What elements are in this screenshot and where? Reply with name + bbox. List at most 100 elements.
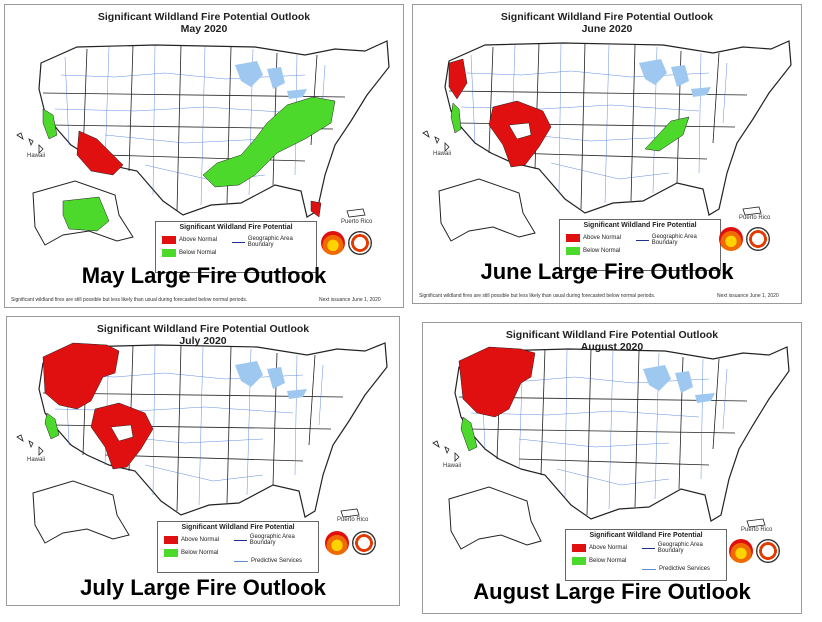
legend-above: Above Normal — [589, 545, 628, 551]
predictive-services-logo — [719, 227, 743, 251]
footnote: Significant wildland fires are still pos… — [419, 293, 656, 299]
psa-line-icon — [234, 560, 248, 562]
us-map-august — [432, 346, 790, 550]
legend-above: Above Normal — [583, 235, 622, 241]
us-map-may — [16, 40, 390, 246]
base-map — [16, 40, 390, 246]
legend-title: Significant Wildland Fire Potential — [179, 224, 293, 231]
great-lakes — [643, 365, 715, 403]
panel-subtitle: August 2020 — [580, 341, 644, 353]
below-normal-swatch — [162, 249, 176, 257]
base-map — [422, 40, 792, 242]
legend-predictive: Predictive Services — [659, 566, 711, 572]
map-legend: Significant Wildland Fire Potential Abov… — [157, 521, 319, 573]
puerto-rico-shape — [340, 508, 360, 518]
above-normal-area — [448, 58, 552, 168]
legend-boundary: Geographic Area Boundary — [247, 236, 293, 248]
legend-below: Below Normal — [181, 550, 219, 556]
agency-logos — [719, 227, 770, 251]
conus-outline — [444, 40, 792, 216]
us-map-june — [422, 40, 792, 242]
legend-title: Significant Wildland Fire Potential — [589, 532, 703, 539]
panel-august: Significant Wildland Fire Potential Outl… — [422, 322, 802, 614]
normal-area-gap — [110, 424, 134, 442]
hawaii-label: Hawaii — [433, 151, 452, 157]
great-lakes — [235, 361, 307, 399]
boundary-line-icon — [636, 239, 649, 241]
below-normal-swatch — [164, 549, 178, 557]
nifc-seal — [746, 227, 770, 251]
hawaii-label: Hawaii — [27, 153, 46, 159]
predictive-services-logo — [325, 531, 349, 555]
legend-above: Above Normal — [179, 237, 218, 243]
alaska-outline — [32, 480, 130, 544]
psa-boundaries — [54, 44, 326, 206]
legend-above: Above Normal — [181, 537, 220, 543]
below-normal-area — [450, 102, 690, 152]
below-normal-area — [460, 416, 478, 452]
below-normal-area — [44, 412, 60, 440]
panel-subtitle: May 2020 — [180, 23, 228, 35]
above-normal-swatch — [566, 234, 580, 242]
base-map — [432, 346, 790, 550]
above-normal-area — [458, 346, 536, 418]
legend-boundary: Geographic Area Boundary — [651, 234, 697, 246]
above-normal-swatch — [164, 536, 178, 544]
predictive-services-logo — [321, 231, 345, 255]
footnote: Significant wildland fires are still pos… — [11, 297, 248, 303]
hawaii-islands — [16, 132, 44, 154]
conus-outline — [454, 346, 790, 522]
puerto-rico-label: Puerto Rico — [337, 517, 369, 523]
legend-boundary: Geographic Area Boundary — [657, 542, 703, 554]
nifc-seal — [348, 231, 372, 255]
below-normal-area — [42, 96, 336, 188]
agency-logos — [325, 531, 376, 555]
alaska-outline — [438, 178, 536, 242]
below-normal-swatch — [572, 557, 586, 565]
legend-predictive: Predictive Services — [251, 558, 303, 564]
panel-may: Significant Wildland Fire Potential Outl… — [4, 4, 404, 308]
map-legend: Significant Wildland Fire Potential Abov… — [565, 529, 727, 581]
legend-below: Below Normal — [583, 248, 621, 254]
panel-june: Significant Wildland Fire Potential Outl… — [412, 4, 802, 304]
puerto-rico-shape — [742, 206, 762, 216]
below-normal-area — [62, 196, 110, 232]
legend-below: Below Normal — [589, 558, 627, 564]
panel-subtitle: July 2020 — [179, 335, 227, 347]
boundary-line-icon — [642, 547, 655, 549]
puerto-rico-label: Puerto Rico — [741, 527, 773, 533]
great-lakes — [639, 59, 711, 97]
puerto-rico-shape — [746, 518, 766, 528]
agency-logos — [321, 231, 372, 255]
puerto-rico-shape — [346, 208, 366, 218]
legend-below: Below Normal — [179, 250, 217, 256]
map-legend: Significant Wildland Fire Potential Abov… — [559, 219, 721, 271]
conus-outline — [38, 342, 388, 518]
panel-title: Significant Wildland Fire Potential Outl… — [500, 11, 714, 23]
legend-boundary: Geographic Area Boundary — [249, 534, 295, 546]
above-normal-swatch — [572, 544, 586, 552]
normal-area-gap — [508, 122, 532, 140]
hawaii-islands — [16, 434, 44, 456]
puerto-rico-label: Puerto Rico — [341, 219, 373, 225]
nifc-seal — [756, 539, 780, 563]
us-map-july — [16, 342, 388, 544]
agency-logos — [729, 539, 780, 563]
panel-title: Significant Wildland Fire Potential Outl… — [97, 11, 311, 23]
panel-caption: July Large Fire Outlook — [80, 575, 326, 600]
puerto-rico-label: Puerto Rico — [739, 215, 771, 221]
hawaii-islands — [422, 130, 450, 152]
psa-line-icon — [642, 568, 656, 570]
above-normal-swatch — [162, 236, 176, 244]
panel-caption: May Large Fire Outlook — [81, 263, 327, 288]
legend-title: Significant Wildland Fire Potential — [181, 524, 295, 531]
great-lakes — [235, 61, 307, 99]
boundary-line-icon — [234, 539, 247, 541]
base-map — [16, 342, 388, 544]
hawaii-label: Hawaii — [27, 457, 46, 463]
hawaii-label: Hawaii — [443, 463, 462, 469]
next-issuance: Next issuance June 1, 2020 — [717, 293, 779, 299]
hawaii-islands — [432, 440, 460, 462]
above-normal-area — [76, 130, 322, 218]
panel-title: Significant Wildland Fire Potential Outl… — [505, 329, 719, 341]
